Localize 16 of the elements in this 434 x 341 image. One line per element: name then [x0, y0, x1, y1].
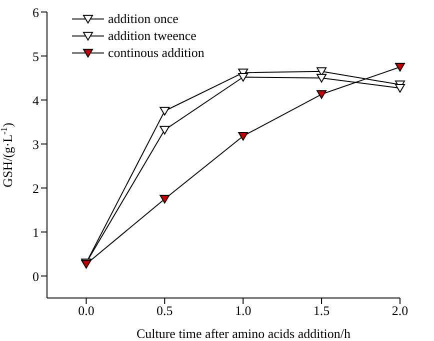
legend-label: addition once — [108, 10, 178, 27]
legend-label: addition tweence — [108, 27, 196, 44]
y-tick-label: 6 — [32, 5, 40, 20]
x-tick-label: 0.5 — [156, 303, 173, 318]
x-tick-label: 2.0 — [392, 303, 408, 318]
y-tick-label: 5 — [32, 49, 39, 64]
x-axis-title: Culture time after amino acids addition/h — [136, 326, 352, 341]
x-tick-label: 1.0 — [234, 303, 252, 318]
y-tick-label: 3 — [32, 137, 39, 152]
legend-label: continous addition — [108, 44, 204, 61]
y-tick-label: 1 — [32, 225, 39, 240]
y-tick-label: 0 — [32, 269, 39, 284]
y-tick-label: 2 — [32, 181, 39, 196]
y-tick-label: 4 — [32, 93, 40, 108]
x-tick-label: 0.0 — [78, 303, 94, 318]
x-tick-label: 1.5 — [313, 303, 330, 318]
